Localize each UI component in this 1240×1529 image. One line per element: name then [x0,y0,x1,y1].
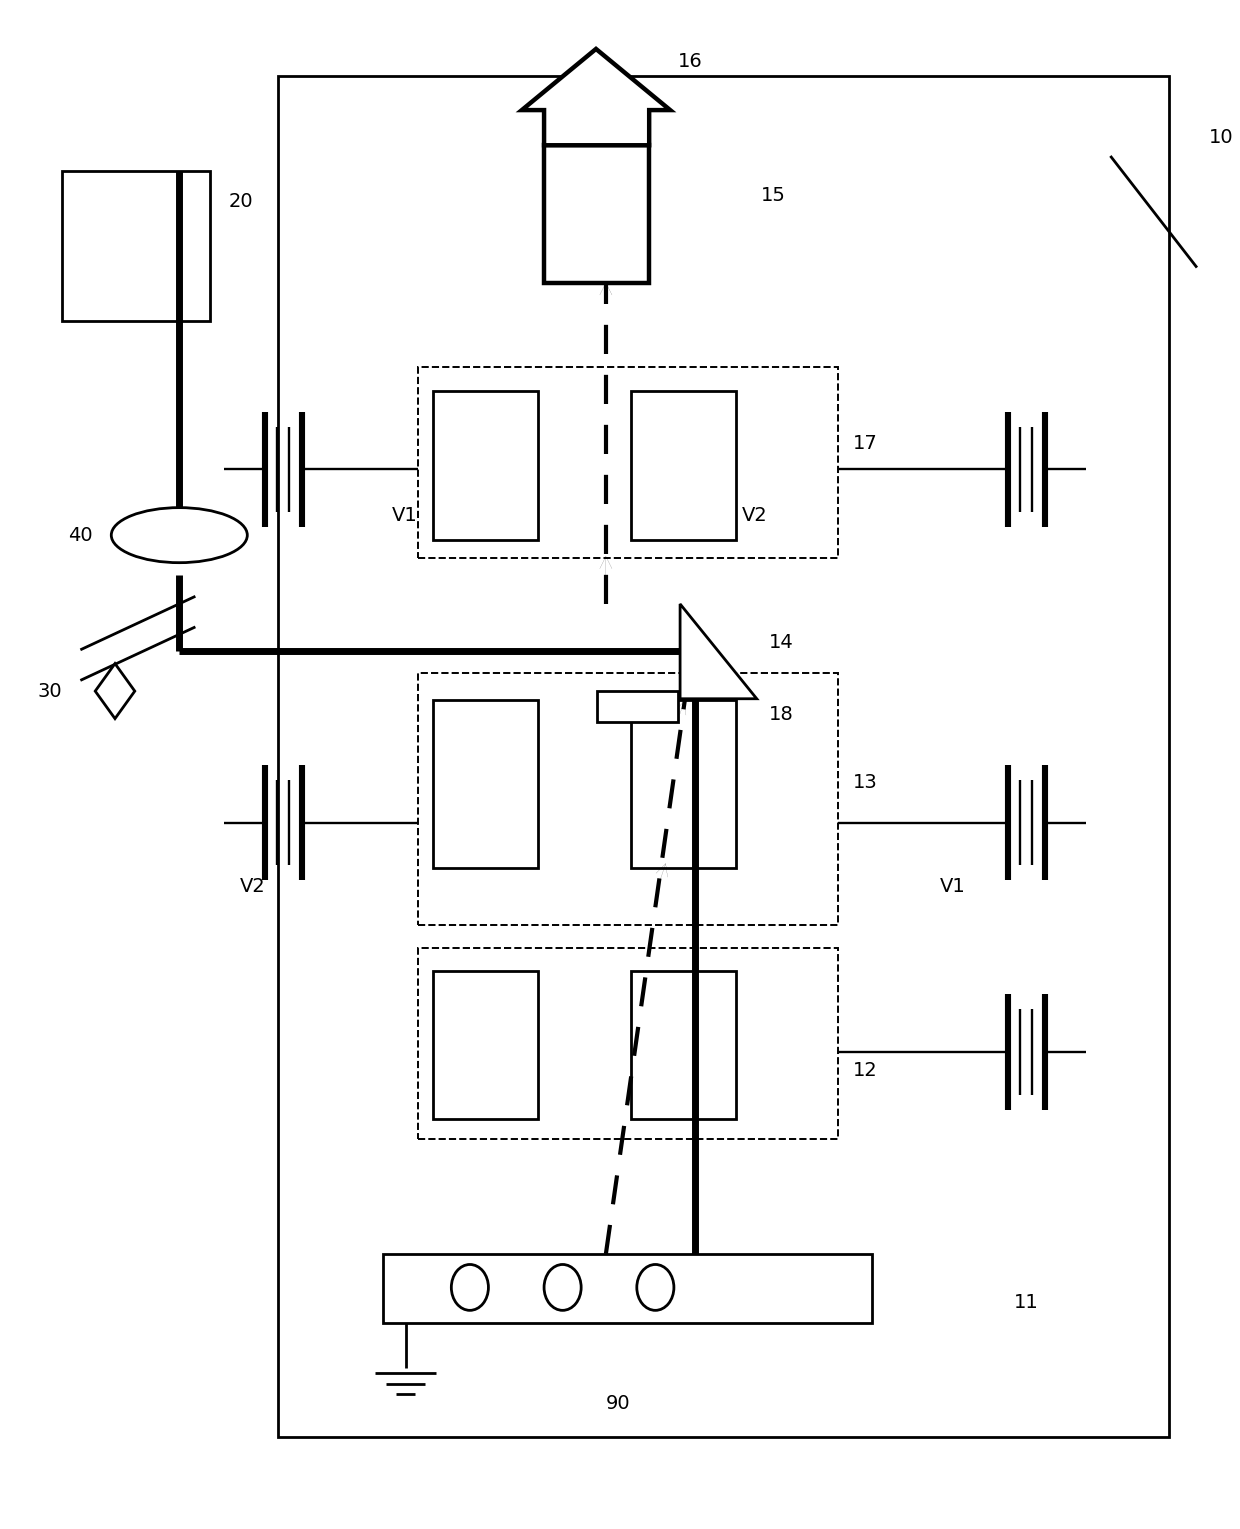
Text: 12: 12 [853,1061,878,1079]
Bar [544,145,650,283]
Text: 16: 16 [677,52,702,70]
Text: 40: 40 [68,526,93,544]
Circle shape [637,1264,673,1310]
Bar [433,971,538,1119]
Bar [598,691,677,722]
Text: 13: 13 [853,774,878,792]
Text: 15: 15 [760,187,785,205]
Bar [418,948,838,1139]
Text: 17: 17 [853,434,878,453]
Bar [383,1254,872,1323]
Text: 14: 14 [769,633,794,651]
Text: 30: 30 [37,682,62,700]
Circle shape [544,1264,582,1310]
Text: 10: 10 [1209,128,1234,147]
Text: 18: 18 [769,705,794,723]
Polygon shape [522,49,670,145]
Text: V2: V2 [241,878,265,896]
Polygon shape [95,664,135,719]
Ellipse shape [112,508,247,563]
Bar [631,971,735,1119]
Polygon shape [680,604,756,699]
Bar [418,367,838,558]
Text: 20: 20 [228,193,253,211]
Bar [433,700,538,868]
Bar [62,171,211,321]
Text: 11: 11 [1014,1294,1039,1312]
Bar [631,700,735,868]
Bar [631,391,735,540]
Circle shape [451,1264,489,1310]
Text: 90: 90 [606,1394,631,1413]
Bar [418,673,838,925]
Text: V1: V1 [940,878,966,896]
Text: V2: V2 [742,506,768,524]
Bar [278,76,1168,1437]
Text: V1: V1 [392,506,418,524]
Bar [433,391,538,540]
